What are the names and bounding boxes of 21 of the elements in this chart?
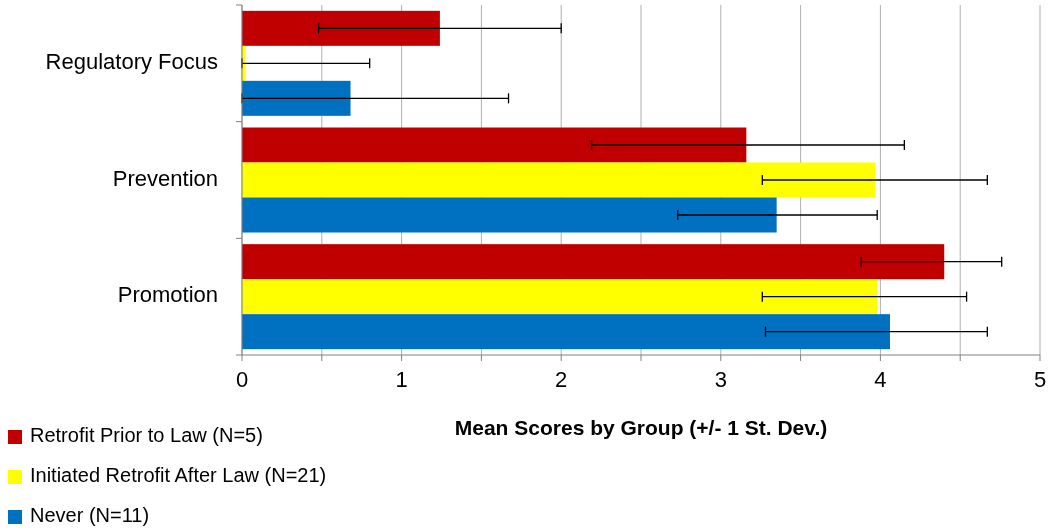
x-tick-label: 2: [555, 367, 568, 392]
x-tick-label: 3: [714, 367, 727, 392]
y-tick-label: Prevention: [112, 165, 218, 191]
bar: [242, 162, 876, 198]
bar: [242, 197, 777, 233]
x-tick-label: 4: [874, 367, 887, 392]
legend-label: Initiated Retrofit After Law (N=21): [30, 464, 327, 487]
legend-label: Retrofit Prior to Law (N=5): [30, 424, 263, 447]
x-axis-title: Mean Scores by Group (+/- 1 St. Dev.): [454, 416, 828, 439]
bar: [242, 244, 945, 280]
x-tick-label: 5: [1033, 367, 1047, 392]
x-tick-label: 1: [395, 367, 408, 392]
bar: [242, 279, 878, 315]
y-tick-label: Regulatory Focus: [45, 49, 218, 75]
bar: [242, 80, 351, 116]
bar: [242, 314, 890, 350]
bar: [242, 127, 747, 163]
bar: [242, 10, 440, 46]
y-tick-label: Promotion: [117, 282, 218, 308]
legend-label: Never (N=11): [30, 504, 150, 527]
x-tick-label: 0: [235, 367, 249, 392]
